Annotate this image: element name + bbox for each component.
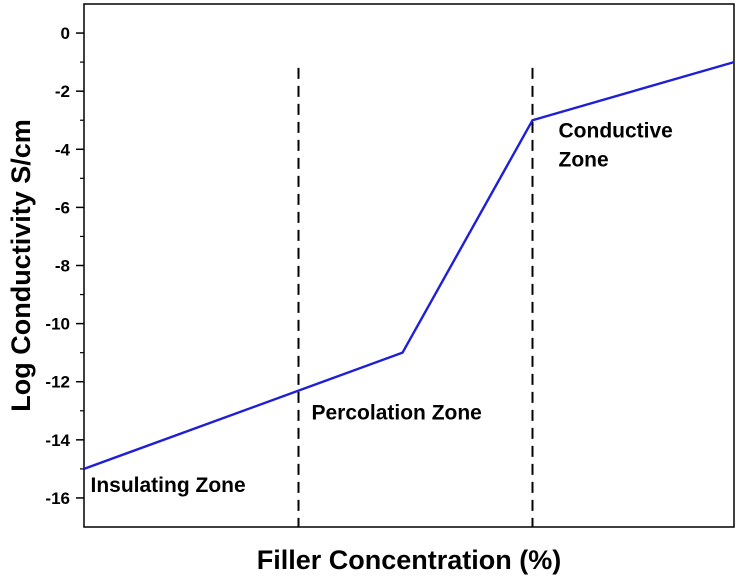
y-tick-label: 0 bbox=[61, 24, 70, 43]
y-tick-label: -4 bbox=[55, 140, 71, 159]
plot-frame bbox=[83, 3, 735, 528]
series-line bbox=[83, 60, 735, 471]
y-tick-label: -12 bbox=[45, 373, 70, 392]
zone-label: Percolation Zone bbox=[312, 401, 482, 424]
x-axis-title: Filler Concentration (%) bbox=[257, 545, 562, 575]
plot-area: 0 -2 -4 -6 -8 -10 -12 -14 -16 Insulating Zone Per… bbox=[45, 3, 735, 528]
y-axis-title: Log Conductivity S/cm bbox=[6, 119, 36, 412]
y-tick-label: -10 bbox=[45, 315, 70, 334]
y-axis-ticks: 0 -2 -4 -6 -8 -10 -12 -14 -16 bbox=[45, 24, 84, 508]
zone-label: Conductive Zone bbox=[559, 120, 673, 172]
zone-annotations: Insulating Zone Percolation Zone Conductiv… bbox=[91, 120, 673, 497]
y-tick-label: -2 bbox=[55, 82, 70, 101]
zone-label: Insulating Zone bbox=[91, 474, 246, 497]
data-series bbox=[83, 60, 735, 471]
y-tick-label: -6 bbox=[55, 198, 70, 217]
y-tick-label: -14 bbox=[45, 431, 70, 450]
zone-boundaries bbox=[297, 67, 534, 527]
y-tick-label: -16 bbox=[45, 489, 70, 508]
y-tick-label: -8 bbox=[55, 257, 70, 276]
